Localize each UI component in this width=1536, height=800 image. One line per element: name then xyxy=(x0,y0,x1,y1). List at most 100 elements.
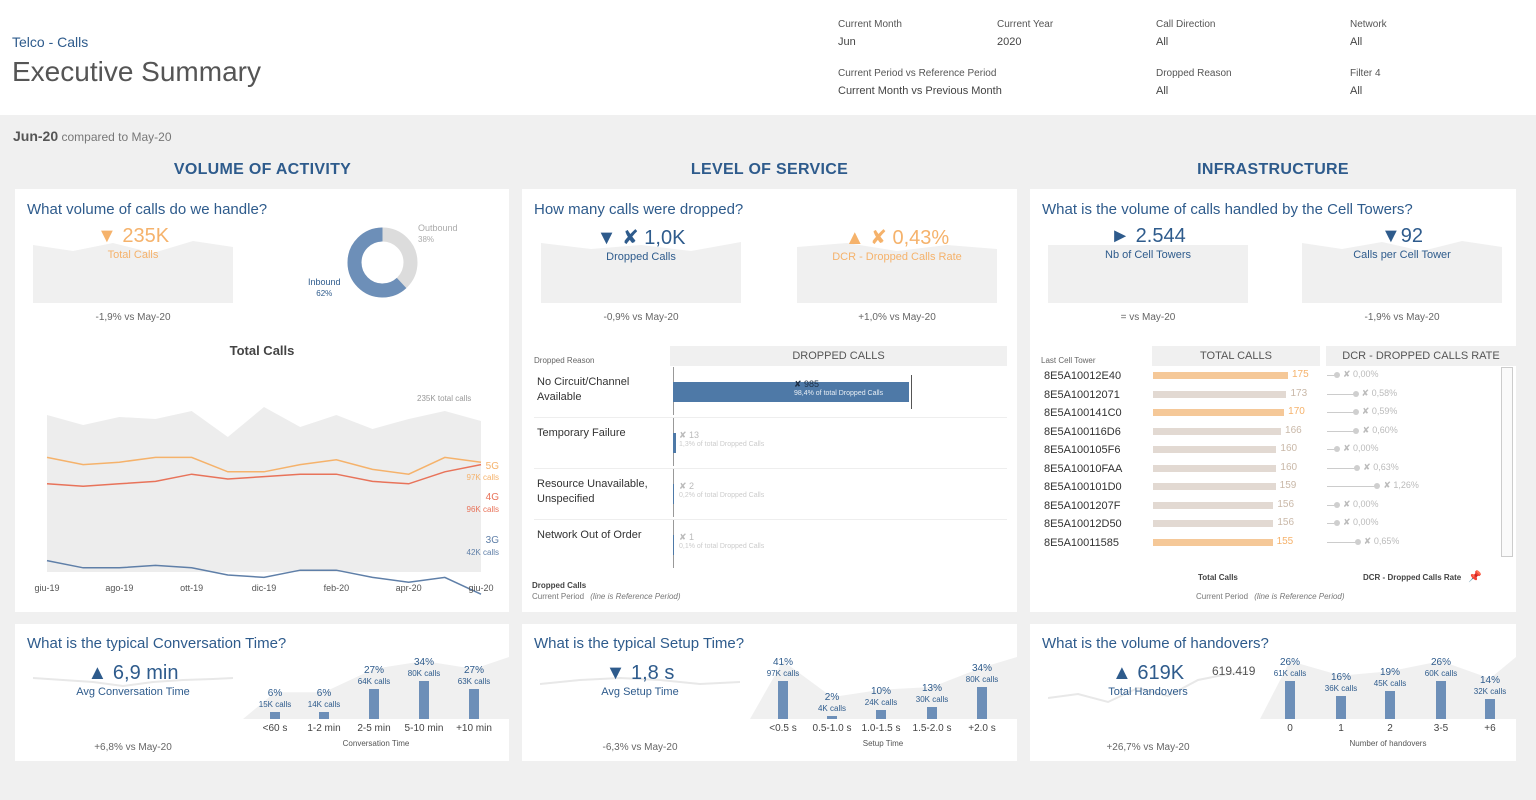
volume-panel: What volume of calls do we handle? ▼ 235… xyxy=(15,189,509,612)
tower-calls-bar xyxy=(1153,501,1274,509)
header: Telco - Calls Executive Summary Current … xyxy=(0,0,1536,115)
tower-id[interactable]: 8E5A1001207F xyxy=(1044,499,1121,512)
tower-id[interactable]: 8E5A100116D6 xyxy=(1044,425,1121,438)
cell-towers-sparkline xyxy=(1048,245,1248,303)
filter-label: Call Direction xyxy=(1156,19,1216,30)
handovers-bar-label: 19% 45K calls xyxy=(1373,667,1407,689)
series-label-4g-calls: 96K calls xyxy=(467,505,499,514)
filter-current-year[interactable]: Current Year 2020 xyxy=(997,19,1053,48)
tower-id[interactable]: 8E5A10012D50 xyxy=(1044,518,1122,530)
filter-current-month[interactable]: Current Month Jun xyxy=(838,19,902,48)
series-label-3g-calls: 42K calls xyxy=(467,548,499,557)
handovers-compare: +26,7% vs May-20 xyxy=(1106,742,1190,753)
total-calls-kpi: ▼ 235K Total Calls xyxy=(33,225,233,261)
tower-dcr-dot xyxy=(1352,390,1359,397)
setup-distribution: 41% 97K calls <0.5 s 2% 4K calls 0.5-1.0 s 10%… xyxy=(750,654,1017,761)
conversation-kpi: ▲ 6,9 min Avg Conversation Time xyxy=(33,662,233,698)
filter-network[interactable]: Network All xyxy=(1350,19,1387,48)
setup-label: Avg Setup Time xyxy=(601,686,679,698)
handovers-bar xyxy=(1436,681,1446,719)
tower-dcr-line xyxy=(1327,504,1337,506)
dropped-legend-title: Dropped Calls xyxy=(532,581,587,590)
dropped-pct: 98,4% of total Dropped Calls xyxy=(794,390,884,397)
filter-value[interactable]: All xyxy=(1156,85,1169,97)
filter-value[interactable]: Current Month vs Previous Month xyxy=(838,85,1002,97)
tower-calls-bar xyxy=(1153,409,1285,416)
tower-id[interactable]: 8E5A10012E40 xyxy=(1044,370,1122,382)
conversation-category: 2-5 min xyxy=(357,723,391,734)
dropped-reason-label[interactable]: Temporary Failure xyxy=(537,427,626,439)
conversation-bar-label: 34% 80K calls xyxy=(407,657,441,678)
filter-value[interactable]: All xyxy=(1156,36,1169,48)
tower-dcr-value: ✘ 0,00% xyxy=(1343,369,1379,379)
tower-id[interactable]: 8E5A100105F6 xyxy=(1044,444,1121,456)
dropped-reason-label[interactable]: Resource Unavailable, Unspecified xyxy=(537,478,648,505)
dropped-calls-value: ▼ ✘ 1,0K xyxy=(596,227,686,249)
dropped-value: ✘ 13 xyxy=(679,430,700,440)
app-subtitle: Telco - Calls xyxy=(12,34,89,50)
setup-bar-label: 41% 97K calls xyxy=(766,657,800,678)
conversation-category: 5-10 min xyxy=(404,723,444,734)
dropped-reason-label[interactable]: Network Out of Order xyxy=(537,529,642,541)
dropped-reason-label[interactable]: No Circuit/Channel Available xyxy=(537,376,630,403)
reference-line xyxy=(911,375,912,409)
row-divider xyxy=(534,519,1007,520)
filter-value[interactable]: All xyxy=(1350,36,1363,48)
row-divider xyxy=(534,417,1007,418)
tower-calls-bar xyxy=(1153,538,1273,546)
filter-4[interactable]: Filter 4 All xyxy=(1350,68,1381,97)
tower-dcr-dot xyxy=(1334,520,1340,526)
tower-id[interactable]: 8E5A10012071 xyxy=(1044,388,1120,401)
tower-calls-value: 170 xyxy=(1288,406,1305,417)
tower-dcr-line xyxy=(1327,393,1356,395)
filter-value[interactable]: All xyxy=(1350,85,1363,97)
pin-icon[interactable]: 📌 xyxy=(1468,571,1482,583)
calls-per-tower-sparkline xyxy=(1302,241,1502,303)
setup-trend-area xyxy=(750,657,1017,719)
tower-dcr-line xyxy=(1327,412,1356,413)
handovers-value: ▲ 619K xyxy=(1111,662,1185,684)
filter-value[interactable]: Jun xyxy=(838,36,856,48)
filter-label: Current Month xyxy=(838,19,902,30)
setup-category: 0.5-1.0 s xyxy=(812,723,852,734)
tower-dcr-line xyxy=(1327,375,1337,376)
setup-bar xyxy=(977,687,987,719)
tower-id[interactable]: 8E5A100141C0 xyxy=(1044,407,1122,419)
filter-value[interactable]: 2020 xyxy=(997,36,1022,48)
row-divider xyxy=(534,468,1007,469)
conversation-bar-label: 27% 63K calls xyxy=(457,664,491,686)
total-calls-footer: Total Calls xyxy=(1198,573,1238,582)
last-cell-tower-axis-label: Last Cell Tower xyxy=(1041,356,1096,365)
handovers-bar xyxy=(1485,698,1495,719)
x-tick-label: apr-20 xyxy=(396,583,422,593)
donut-inbound-slice xyxy=(347,227,418,298)
tower-dcr-dot xyxy=(1374,483,1381,489)
filter-period-comparison[interactable]: Current Period vs Reference Period Curre… xyxy=(838,68,1002,97)
filter-call-direction[interactable]: Call Direction All xyxy=(1156,19,1215,48)
tower-dcr-dot xyxy=(1334,501,1340,508)
tower-id[interactable]: 8E5A10011585 xyxy=(1044,536,1120,549)
tower-id[interactable]: 8E5A100101D0 xyxy=(1044,481,1122,493)
tower-dcr-dot xyxy=(1334,446,1340,452)
cell-tower-scrollbar[interactable] xyxy=(1501,367,1513,557)
section-service-title: LEVEL OF SERVICE xyxy=(690,161,849,178)
setup-bar-label: 34% 80K calls xyxy=(965,663,999,685)
setup-bar-label: 10% 24K calls xyxy=(864,685,898,707)
dcr-footer: DCR - Dropped Calls Rate xyxy=(1363,573,1462,582)
calls-per-tower-kpi: ▼92 Calls per Cell Tower xyxy=(1302,225,1502,261)
setup-category: 1.5-2.0 s xyxy=(912,723,952,734)
infra-panel: What is the volume of calls handled by t… xyxy=(1030,189,1516,612)
dcr-label: DCR - Dropped Calls Rate xyxy=(832,251,962,263)
filter-dropped-reason[interactable]: Dropped Reason All xyxy=(1156,68,1232,97)
handovers-bar xyxy=(1285,681,1295,719)
conversation-trend-area xyxy=(243,657,509,719)
calls-per-tower-value: ▼92 xyxy=(1380,225,1424,247)
cell-tower-table[interactable]: 8E5A10012E40 175 ✘ 0,00% 8E5A10012071 173 ✘ 0… xyxy=(1030,367,1516,557)
tower-id[interactable]: 8E5A10010FAA xyxy=(1044,462,1123,475)
handovers-category: 3-5 xyxy=(1433,723,1449,734)
calls-per-tower-compare: -1,9% vs May-20 xyxy=(1364,312,1440,323)
conversation-bar xyxy=(419,681,429,719)
tower-dcr-line xyxy=(1327,486,1378,487)
dropped-value: ✘ 2 xyxy=(679,481,695,491)
conversation-bar xyxy=(369,688,379,719)
